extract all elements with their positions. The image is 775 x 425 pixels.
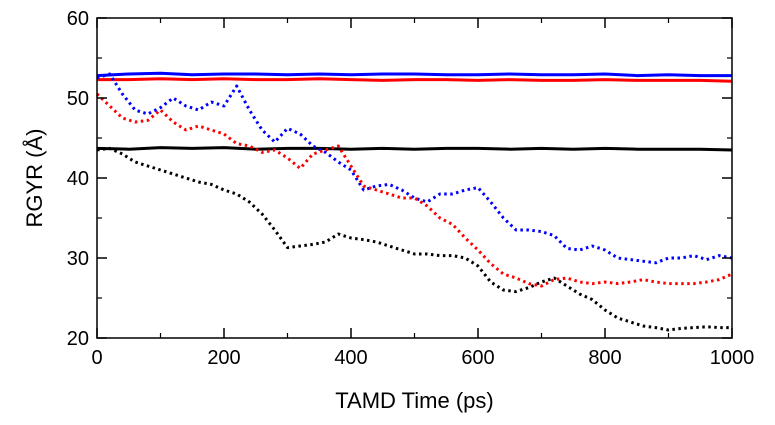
y-tick-label: 20 <box>67 328 89 350</box>
x-tick-label: 400 <box>334 347 367 369</box>
series-line-solid-2 <box>96 146 733 152</box>
series-line-solid-1 <box>97 77 733 83</box>
x-axis-label: TAMD Time (ps) <box>335 388 493 413</box>
y-tick-label: 30 <box>67 248 89 270</box>
series-line-dotted-4 <box>95 92 733 288</box>
series-line-solid-0 <box>96 71 732 78</box>
x-tick-label: 600 <box>461 347 494 369</box>
x-tick-label: 200 <box>207 347 240 369</box>
y-tick-label: 60 <box>67 8 89 30</box>
x-tick-label: 1000 <box>710 347 755 369</box>
plot-area-frame <box>96 17 733 339</box>
x-tick-label: 0 <box>91 347 102 369</box>
x-tick-label: 800 <box>588 347 621 369</box>
y-tick-label: 50 <box>67 88 89 110</box>
tick-layer: 0 200 400 600 800 1000 20 30 40 50 60 <box>67 8 755 369</box>
y-tick-label: 40 <box>67 168 89 190</box>
series-layer <box>95 71 733 332</box>
y-axis-label: RGYR (Å) <box>22 129 47 228</box>
series-line-dotted-5 <box>96 146 732 332</box>
series-line-dotted-3 <box>96 72 733 265</box>
